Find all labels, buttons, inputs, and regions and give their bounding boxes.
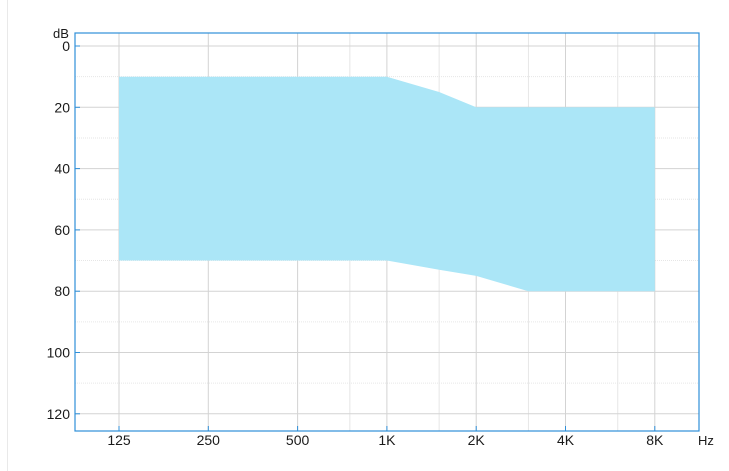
y-axis-label: dB [53,26,69,41]
y-axis-tick-labels: 0 20 40 60 80 100 120 [47,38,71,422]
x-tick-label: 4K [557,432,575,448]
x-tick-label: 8K [646,432,664,448]
y-tick-label: 40 [54,161,70,177]
hearing-range-band [119,76,655,292]
y-tick-label: 20 [54,99,70,115]
page-left-rule [7,0,8,471]
x-tick-label: 125 [107,432,131,448]
x-axis-tick-labels: 125 250 500 1K 2K 4K 8K [107,432,664,448]
x-tick-label: 2K [468,432,486,448]
plot-frame [74,32,700,432]
y-tick-label: 60 [54,222,70,238]
x-axis-label: Hz [698,433,714,448]
x-tick-label: 250 [197,432,221,448]
x-tick-label: 1K [378,432,396,448]
y-tick-label: 0 [62,38,70,54]
y-tick-label: 100 [47,345,71,361]
y-tick-label: 120 [47,406,71,422]
y-tick-label: 80 [54,283,70,299]
x-tick-label: 500 [286,432,310,448]
